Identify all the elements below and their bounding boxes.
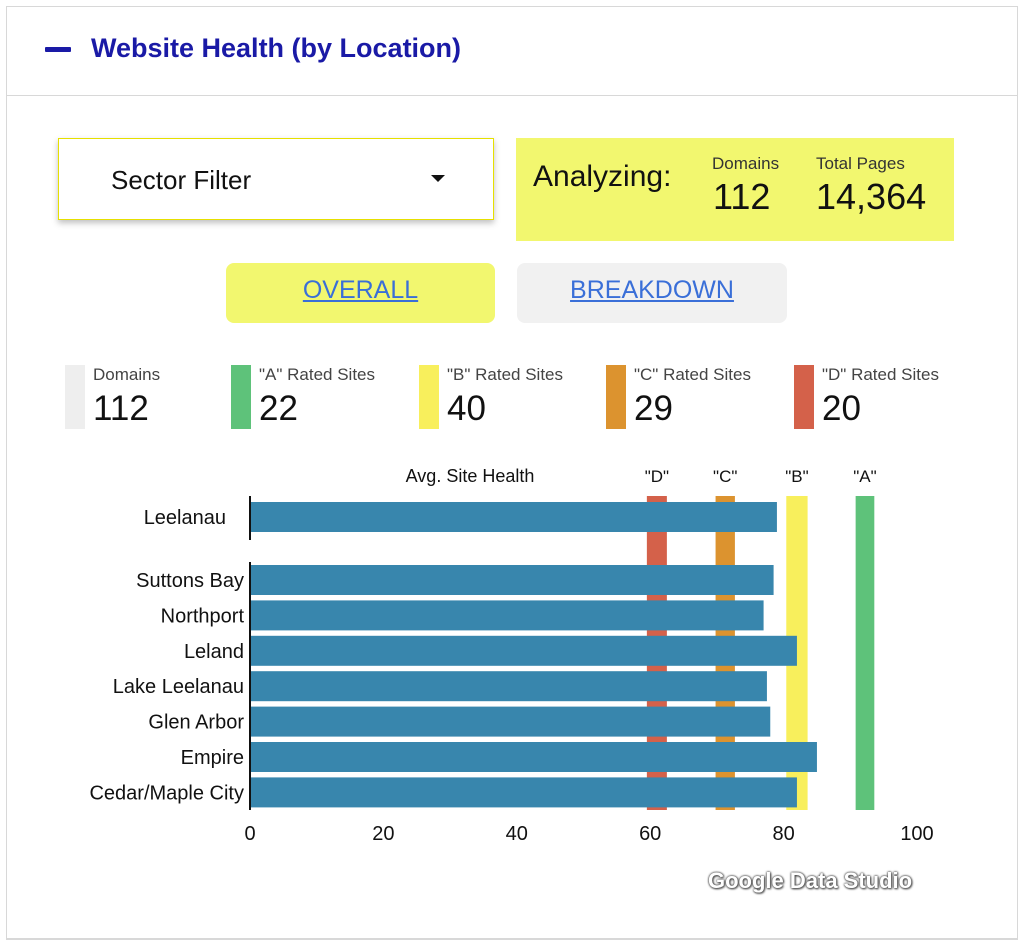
threshold-label: "A"	[853, 467, 876, 486]
threshold-band	[855, 496, 875, 810]
category-label: Lake Leelanau	[113, 676, 244, 698]
chevron-down-icon	[431, 175, 445, 182]
stat-label: "D" Rated Sites	[822, 365, 939, 384]
x-tick-label: 60	[639, 823, 661, 845]
stat-swatch	[419, 365, 439, 429]
stat-swatch	[231, 365, 251, 429]
stat-value: 40	[447, 389, 486, 428]
analyzing-summary: Analyzing: Domains 112 Total Pages 14,36…	[516, 138, 954, 241]
stat-label: Domains	[93, 365, 161, 384]
overall-button[interactable]: OVERALL	[226, 263, 495, 323]
footer-divider	[6, 938, 1018, 939]
threshold-label: "D"	[645, 467, 669, 486]
stat-value: 20	[822, 389, 861, 428]
stat-swatch	[794, 365, 814, 429]
panel-header: Website Health (by Location)	[7, 7, 1017, 96]
x-tick-label: 80	[772, 823, 794, 845]
category-label: Cedar/Maple City	[89, 782, 244, 804]
stat-label: "C" Rated Sites	[634, 365, 751, 384]
total-pages-label: Total Pages	[816, 154, 905, 173]
stat-value: 29	[634, 389, 673, 428]
stat-label: "A" Rated Sites	[259, 365, 376, 384]
summary-bar	[251, 502, 777, 532]
bar	[251, 635, 797, 666]
x-tick-label: 20	[372, 823, 394, 845]
sector-filter-label: Sector Filter	[111, 165, 252, 195]
panel-title: Website Health (by Location)	[91, 33, 462, 63]
summary-category-label: Leelanau	[144, 507, 226, 529]
category-label: Empire	[181, 747, 244, 769]
sector-filter-dropdown[interactable]: Sector Filter	[58, 138, 494, 220]
bar	[251, 565, 774, 595]
bar	[251, 671, 767, 702]
overall-button-label: OVERALL	[302, 276, 419, 304]
x-tick-label: 40	[506, 823, 528, 845]
stat-swatch	[65, 365, 85, 429]
category-label: Leland	[184, 641, 244, 663]
analyzing-label: Analyzing:	[533, 160, 672, 193]
google-data-studio-watermark: Google Data Studio	[708, 868, 913, 893]
total-pages-value: 14,364	[816, 176, 927, 217]
category-label: Glen Arbor	[148, 712, 244, 734]
site-health-bar-chart: Avg. Site Health "D" "C" "B" "A" Leelanau Sutt…	[89, 466, 933, 845]
threshold-label: "C"	[713, 467, 737, 486]
x-tick-label: 100	[900, 823, 933, 845]
bar	[251, 777, 797, 808]
domains-label: Domains	[712, 154, 780, 173]
breakdown-button-label: BREAKDOWN	[570, 276, 734, 304]
category-label: Suttons Bay	[136, 570, 244, 592]
chart-title: Avg. Site Health	[406, 466, 535, 486]
bar	[251, 706, 771, 737]
stat-value: 112	[93, 389, 149, 428]
stat-value: 22	[259, 389, 298, 428]
x-tick-label: 0	[244, 823, 255, 845]
threshold-label: "B"	[785, 467, 808, 486]
stat-swatch	[606, 365, 626, 429]
stat-label: "B" Rated Sites	[447, 365, 564, 384]
bar	[251, 742, 817, 772]
domains-value: 112	[713, 176, 771, 217]
category-label: Northport	[161, 605, 245, 627]
breakdown-button[interactable]: BREAKDOWN	[517, 263, 787, 323]
bar	[251, 600, 764, 631]
collapse-icon[interactable]	[45, 47, 71, 52]
